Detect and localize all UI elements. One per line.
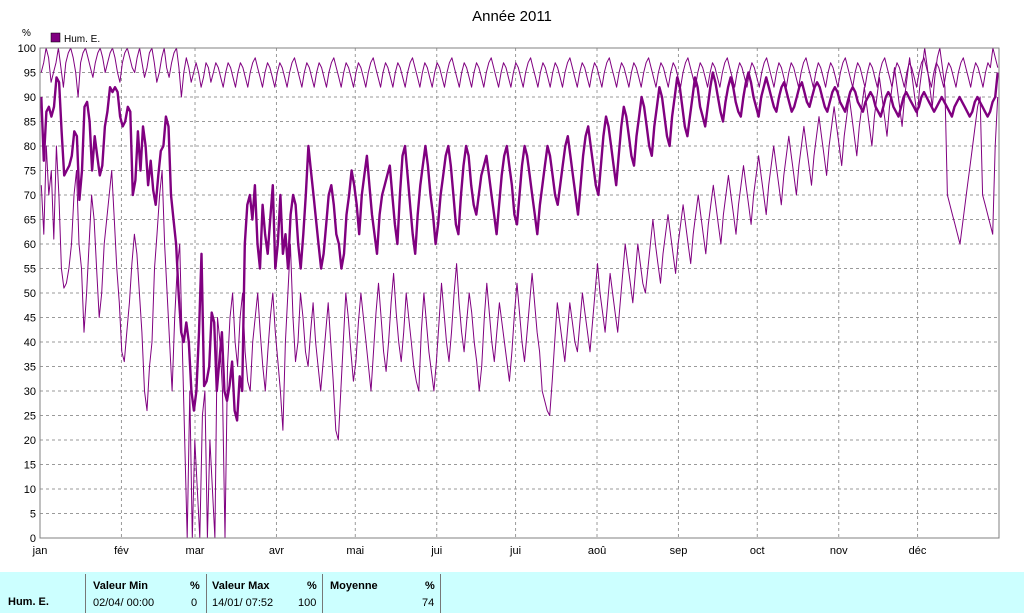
chart-title: Année 2011 bbox=[472, 8, 552, 25]
y-tick-label: 15 bbox=[24, 460, 36, 472]
x-tick-label: aoû bbox=[588, 545, 606, 557]
x-tick-label: fév bbox=[114, 545, 129, 557]
y-tick-label: 10 bbox=[24, 484, 36, 496]
avg-header: Moyenne bbox=[330, 580, 378, 592]
avg-value: 74 bbox=[422, 597, 435, 609]
x-tick-label: avr bbox=[269, 545, 285, 557]
stats-row-label: Hum. E. bbox=[8, 596, 49, 608]
series-line-mean bbox=[40, 71, 999, 422]
y-tick-label: 65 bbox=[24, 215, 36, 227]
y-tick-label: 70 bbox=[24, 190, 36, 202]
y-tick-label: 40 bbox=[24, 337, 36, 349]
stats-panel: Hum. E. Valeur Min % 02/04/ 00:00 0 Vale… bbox=[0, 572, 1024, 613]
min-when: 02/04/ 00:00 bbox=[93, 597, 155, 609]
stats-separator bbox=[322, 574, 323, 613]
min-value: 0 bbox=[191, 597, 198, 609]
legend-label: Hum. E. bbox=[64, 34, 100, 45]
x-tick-label: jan bbox=[32, 545, 48, 557]
max-unit: % bbox=[307, 580, 317, 592]
x-tick-label: nov bbox=[830, 545, 848, 557]
y-tick-label: 0 bbox=[30, 533, 36, 545]
plot-frame bbox=[39, 47, 1000, 539]
y-tick-label: 30 bbox=[24, 386, 36, 398]
y-tick-label: 55 bbox=[24, 264, 36, 276]
legend: Hum. E. bbox=[50, 32, 100, 45]
max-header: Valeur Max bbox=[212, 580, 270, 592]
y-tick-label: 20 bbox=[24, 435, 36, 447]
y-axis-ticks: 0 5 10 15 20 25 30 35 40 45 50 55 60 65 70 75 80 85 90 95 10… bbox=[18, 43, 36, 545]
legend-swatch bbox=[50, 32, 61, 43]
stats-separator bbox=[440, 574, 441, 613]
grid bbox=[40, 48, 999, 538]
y-tick-label: 5 bbox=[30, 509, 36, 521]
y-tick-label: 95 bbox=[24, 68, 36, 80]
stats-separator bbox=[85, 574, 86, 613]
min-unit: % bbox=[190, 580, 200, 592]
series-line-max bbox=[40, 47, 999, 98]
avg-unit: % bbox=[425, 580, 435, 592]
y-tick-label: 45 bbox=[24, 313, 36, 325]
y-tick-label: 85 bbox=[24, 117, 36, 129]
x-tick-label: sep bbox=[670, 545, 688, 557]
y-tick-label: 35 bbox=[24, 362, 36, 374]
x-tick-label: mar bbox=[186, 545, 205, 557]
y-tick-label: 80 bbox=[24, 141, 36, 153]
y-tick-label: 90 bbox=[24, 92, 36, 104]
stats-separator bbox=[206, 574, 207, 613]
x-tick-label: oct bbox=[750, 545, 765, 557]
max-when: 14/01/ 07:52 bbox=[212, 597, 274, 609]
y-tick-label: 25 bbox=[24, 411, 36, 423]
y-tick-label: 75 bbox=[24, 166, 36, 178]
x-axis-ticks: jan fév mar avr mai jui jui aoû sep oct nov déc bbox=[32, 545, 927, 557]
x-tick-label: déc bbox=[909, 545, 927, 557]
x-tick-label: mai bbox=[346, 545, 364, 557]
y-tick-label: 100 bbox=[18, 43, 36, 55]
y-axis-label: % bbox=[22, 28, 31, 39]
min-header: Valeur Min bbox=[93, 580, 149, 592]
max-value: 100 bbox=[298, 597, 317, 609]
x-tick-label: jui bbox=[509, 545, 521, 557]
series-line-min bbox=[40, 47, 999, 539]
y-tick-label: 50 bbox=[24, 288, 36, 300]
y-tick-label: 60 bbox=[24, 239, 36, 251]
x-tick-label: jui bbox=[430, 545, 442, 557]
series-lines bbox=[40, 47, 999, 539]
chart: Année 2011 % Hum. E. 0 5 10 15 20 25 30 35 40 45 5… bbox=[18, 8, 1000, 557]
